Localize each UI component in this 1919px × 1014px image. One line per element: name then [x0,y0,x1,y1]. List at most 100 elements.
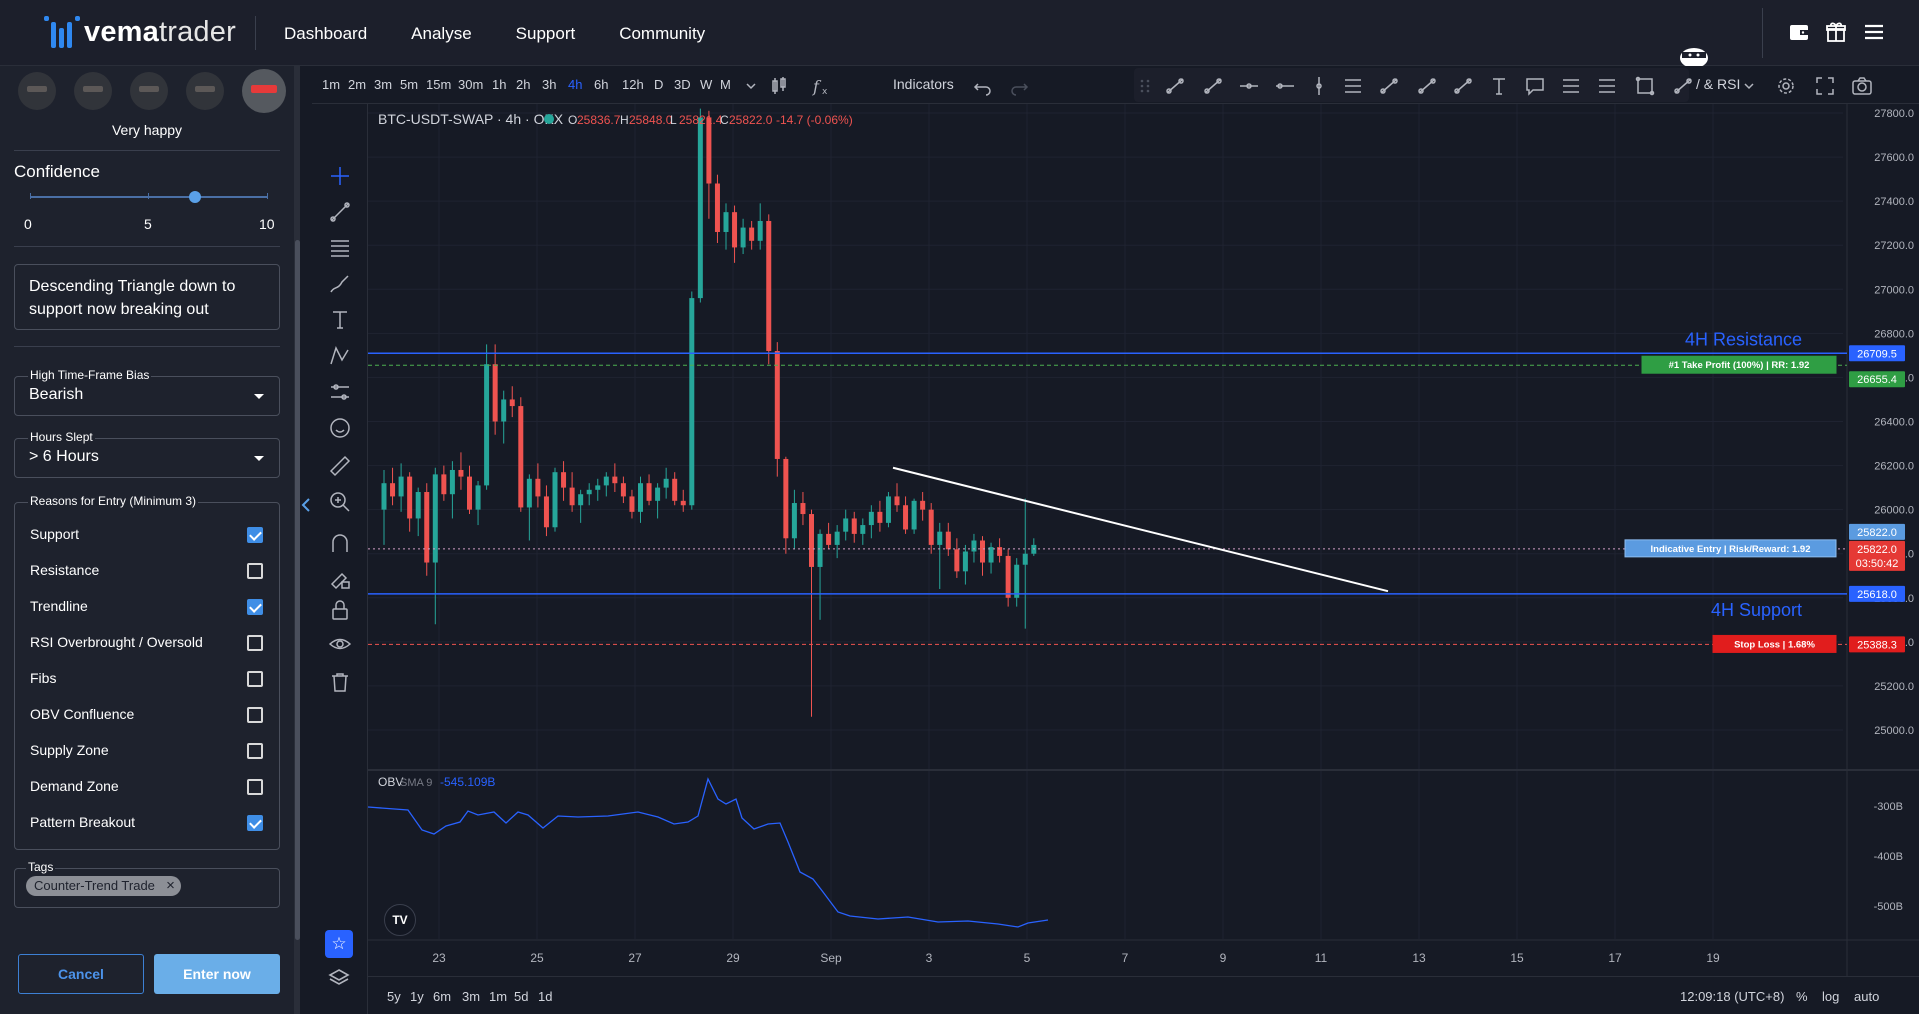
chevron-down-icon[interactable] [740,75,762,97]
reason-checkbox[interactable] [247,743,263,759]
trendline-icon[interactable] [1202,75,1224,97]
rectangle-icon[interactable] [1634,75,1656,97]
indicators-button[interactable]: Indicators [893,76,954,92]
emoji-tool-icon[interactable] [328,416,352,440]
horizontal-ray-icon[interactable] [1164,75,1186,97]
candle-style-icon[interactable] [768,75,790,97]
callout-icon[interactable] [1524,75,1546,97]
timeframe-3m[interactable]: 3m [374,77,393,92]
price-chart-canvas[interactable]: 27800.0 27600.0 27400.0 27200.0 27000.0 26800… [368,104,1919,976]
ray-icon[interactable] [1274,75,1296,97]
lock-drawing-icon[interactable] [328,566,352,590]
enter-now-button[interactable]: Enter now [154,954,280,994]
timeframe-1m[interactable]: 1m [322,77,341,92]
brush-tool-icon[interactable] [328,272,352,296]
reason-checkbox[interactable] [247,707,263,723]
mood-emoji-sad[interactable] [74,72,112,110]
timeframe-2m[interactable]: 2m [348,77,367,92]
fib-tool-icon[interactable] [328,236,352,260]
brush-icon[interactable] [1416,75,1438,97]
crosshair-icon[interactable] [328,164,352,188]
hours-slept-select[interactable] [14,438,280,478]
remove-tag-icon[interactable]: × [166,877,175,894]
timeframe-1h[interactable]: 1h [492,77,507,92]
mood-emoji-very-sad[interactable] [18,72,56,110]
timeframe-3h[interactable]: 3h [542,77,557,92]
menu-icon[interactable] [1862,20,1886,44]
range-3m[interactable]: 3m [462,989,481,1004]
tradingview-logo[interactable]: TV [384,904,416,936]
clock-time[interactable]: 12:09:18 (UTC+8) [1680,989,1785,1004]
mood-emoji-neutral[interactable] [130,72,168,110]
timeframe-3D[interactable]: 3D [674,77,691,92]
reason-checkbox[interactable] [247,779,263,795]
timeframe-4h[interactable]: 4h [568,77,583,92]
range-5y[interactable]: 5y [387,989,401,1004]
redo-icon[interactable] [1008,75,1030,97]
cancel-button[interactable]: Cancel [18,954,144,994]
timeframe-12h[interactable]: 12h [622,77,644,92]
range-1y[interactable]: 1y [410,989,424,1004]
pattern-icon[interactable] [1672,75,1694,97]
short-position-icon[interactable] [1596,75,1618,97]
timeframe-30m[interactable]: 30m [458,77,484,92]
trade-note-input[interactable]: Descending Triangle down to support now … [14,264,280,330]
trendline-tool-icon[interactable] [328,200,352,224]
collapse-panel-icon[interactable] [300,490,312,520]
tags-field[interactable] [14,868,280,908]
reason-checkbox[interactable] [247,815,263,831]
timeframe-6h[interactable]: 6h [594,77,609,92]
reason-checkbox[interactable] [247,635,263,651]
log-scale-toggle[interactable]: log [1822,989,1840,1004]
auto-scale-toggle[interactable]: auto [1854,989,1880,1004]
ruler-icon[interactable] [328,454,352,478]
undo-icon[interactable] [972,75,994,97]
reason-checkbox[interactable] [247,671,263,687]
chevron-down-icon[interactable] [1738,75,1760,97]
favorites-star-icon[interactable]: ☆ [325,930,353,958]
fullscreen-icon[interactable] [1814,75,1836,97]
nav-support[interactable]: Support [515,24,576,43]
reason-checkbox[interactable] [247,527,263,543]
range-1m[interactable]: 1m [489,989,508,1004]
horizontal-line-icon[interactable] [1238,75,1260,97]
vematrader-logo[interactable]: vematrader [42,14,236,50]
range-1d[interactable]: 1d [538,989,553,1004]
indicator-template-name[interactable]: / & RSI [1696,76,1741,92]
gift-icon[interactable] [1824,20,1848,44]
timeframe-W[interactable]: W [700,77,713,92]
magnet-icon[interactable] [328,532,352,556]
eye-icon[interactable] [328,632,352,656]
mood-emoji-very-happy[interactable] [242,69,286,113]
timeframe-D[interactable]: D [654,77,664,92]
reason-checkbox[interactable] [247,599,263,615]
lock-icon[interactable] [328,598,352,622]
layers-icon[interactable] [327,966,351,990]
path-icon[interactable] [1452,75,1474,97]
fib-retracement-icon[interactable] [1378,75,1400,97]
mood-emoji-happy[interactable] [186,72,224,110]
text-tool-icon[interactable] [328,308,352,332]
timeframe-5m[interactable]: 5m [400,77,419,92]
nav-dashboard[interactable]: Dashboard [284,24,368,43]
confidence-slider-thumb[interactable] [189,191,201,203]
reason-checkbox[interactable] [247,563,263,579]
range-5d[interactable]: 5d [514,989,529,1004]
pattern-tool-icon[interactable] [328,344,352,368]
timeframe-2h[interactable]: 2h [516,77,531,92]
percent-scale-toggle[interactable]: % [1796,989,1808,1004]
text-icon[interactable] [1488,75,1510,97]
camera-snapshot-icon[interactable] [1851,75,1873,97]
settings-gear-icon[interactable] [1775,75,1797,97]
tag-chip[interactable]: Counter-Trend Trade × [26,876,181,896]
nav-community[interactable]: Community [619,24,706,43]
range-6m[interactable]: 6m [433,989,452,1004]
long-position-icon[interactable] [1560,75,1582,97]
nav-analyse[interactable]: Analyse [411,24,472,43]
timeframe-M[interactable]: M [720,77,731,92]
drag-handle-icon[interactable] [1134,75,1156,97]
wallet-icon[interactable] [1787,20,1811,44]
vertical-line-icon[interactable] [1308,75,1330,97]
timeframe-15m[interactable]: 15m [426,77,452,92]
